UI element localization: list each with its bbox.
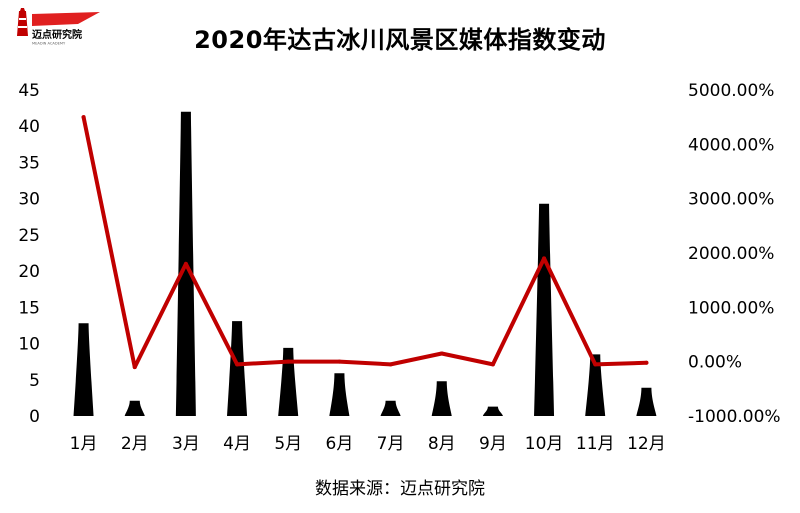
bar <box>329 373 350 416</box>
y-tick-label: 40 <box>18 117 40 137</box>
bar <box>482 406 503 416</box>
y2-tick-label: 5000.00% <box>688 81 774 101</box>
y-tick-label: 0 <box>29 407 40 427</box>
bar <box>73 323 94 416</box>
line-series <box>81 115 649 370</box>
line-point <box>542 256 547 261</box>
x-tick-label: 7月 <box>377 434 405 454</box>
x-tick-label: 10月 <box>525 434 564 454</box>
bar <box>636 387 657 416</box>
y2-tick-label: 1000.00% <box>688 298 774 318</box>
x-tick-label: 8月 <box>428 434 456 454</box>
line-point <box>337 359 342 364</box>
y-tick-label: 5 <box>29 371 40 391</box>
bar-series <box>73 111 657 416</box>
line-point <box>183 261 188 266</box>
line-point <box>235 362 240 367</box>
line-point <box>388 362 393 367</box>
line-point <box>593 362 598 367</box>
line-point <box>490 362 495 367</box>
x-tick-label: 3月 <box>172 434 200 454</box>
y-tick-label: 30 <box>18 190 40 210</box>
brand-tagline: MEADIN ACADEMY <box>32 42 66 46</box>
y2-tick-label: -1000.00% <box>688 407 781 427</box>
line-point <box>286 359 291 364</box>
y2-tick-label: 4000.00% <box>688 135 774 155</box>
bar <box>278 347 299 416</box>
chart-title: 2020年达古冰川风景区媒体指数变动 <box>194 26 606 54</box>
y2-tick-label: 3000.00% <box>688 190 774 210</box>
y-tick-label: 15 <box>18 298 40 318</box>
bar <box>124 400 145 416</box>
line-point <box>81 115 86 120</box>
bar <box>227 321 248 416</box>
line-point <box>644 360 649 365</box>
x-tick-label: 4月 <box>223 434 251 454</box>
line-point <box>132 365 137 370</box>
x-tick-label: 5月 <box>274 434 302 454</box>
x-tick-label: 6月 <box>326 434 354 454</box>
y2-tick-label: 0.00% <box>688 353 742 373</box>
x-tick-label: 1月 <box>70 434 98 454</box>
source-note: 数据来源：迈点研究院 <box>315 479 485 499</box>
y2-tick-label: 2000.00% <box>688 244 774 264</box>
line-point <box>439 351 444 356</box>
x-tick-label: 12月 <box>627 434 666 454</box>
bar <box>431 381 452 416</box>
x-tick-label: 9月 <box>479 434 507 454</box>
y-tick-label: 25 <box>18 226 40 246</box>
y-tick-label: 20 <box>18 262 40 282</box>
x-axis: 1月 2月 3月 4月 5月 6月 7月 8月 9月 10月 11月 12月 <box>70 434 666 454</box>
brand-logo: 迈点研究院 MEADIN ACADEMY <box>8 6 108 46</box>
bar <box>585 354 606 416</box>
line-path <box>81 115 649 370</box>
bar <box>534 203 555 416</box>
bar <box>380 400 401 416</box>
lighthouse-icon <box>17 8 28 36</box>
x-tick-label: 11月 <box>576 434 615 454</box>
right-axis: -1000.00% 0.00% 1000.00% 2000.00% 3000.00% 40… <box>688 81 781 427</box>
left-axis: 0 5 10 15 20 25 30 35 40 45 <box>18 81 40 427</box>
y-tick-label: 45 <box>18 81 40 101</box>
brand-name: 迈点研究院 <box>32 28 82 41</box>
x-tick-label: 2月 <box>121 434 149 454</box>
y-tick-label: 10 <box>18 335 40 355</box>
y-tick-label: 35 <box>18 153 40 173</box>
brand-banner <box>32 12 100 26</box>
